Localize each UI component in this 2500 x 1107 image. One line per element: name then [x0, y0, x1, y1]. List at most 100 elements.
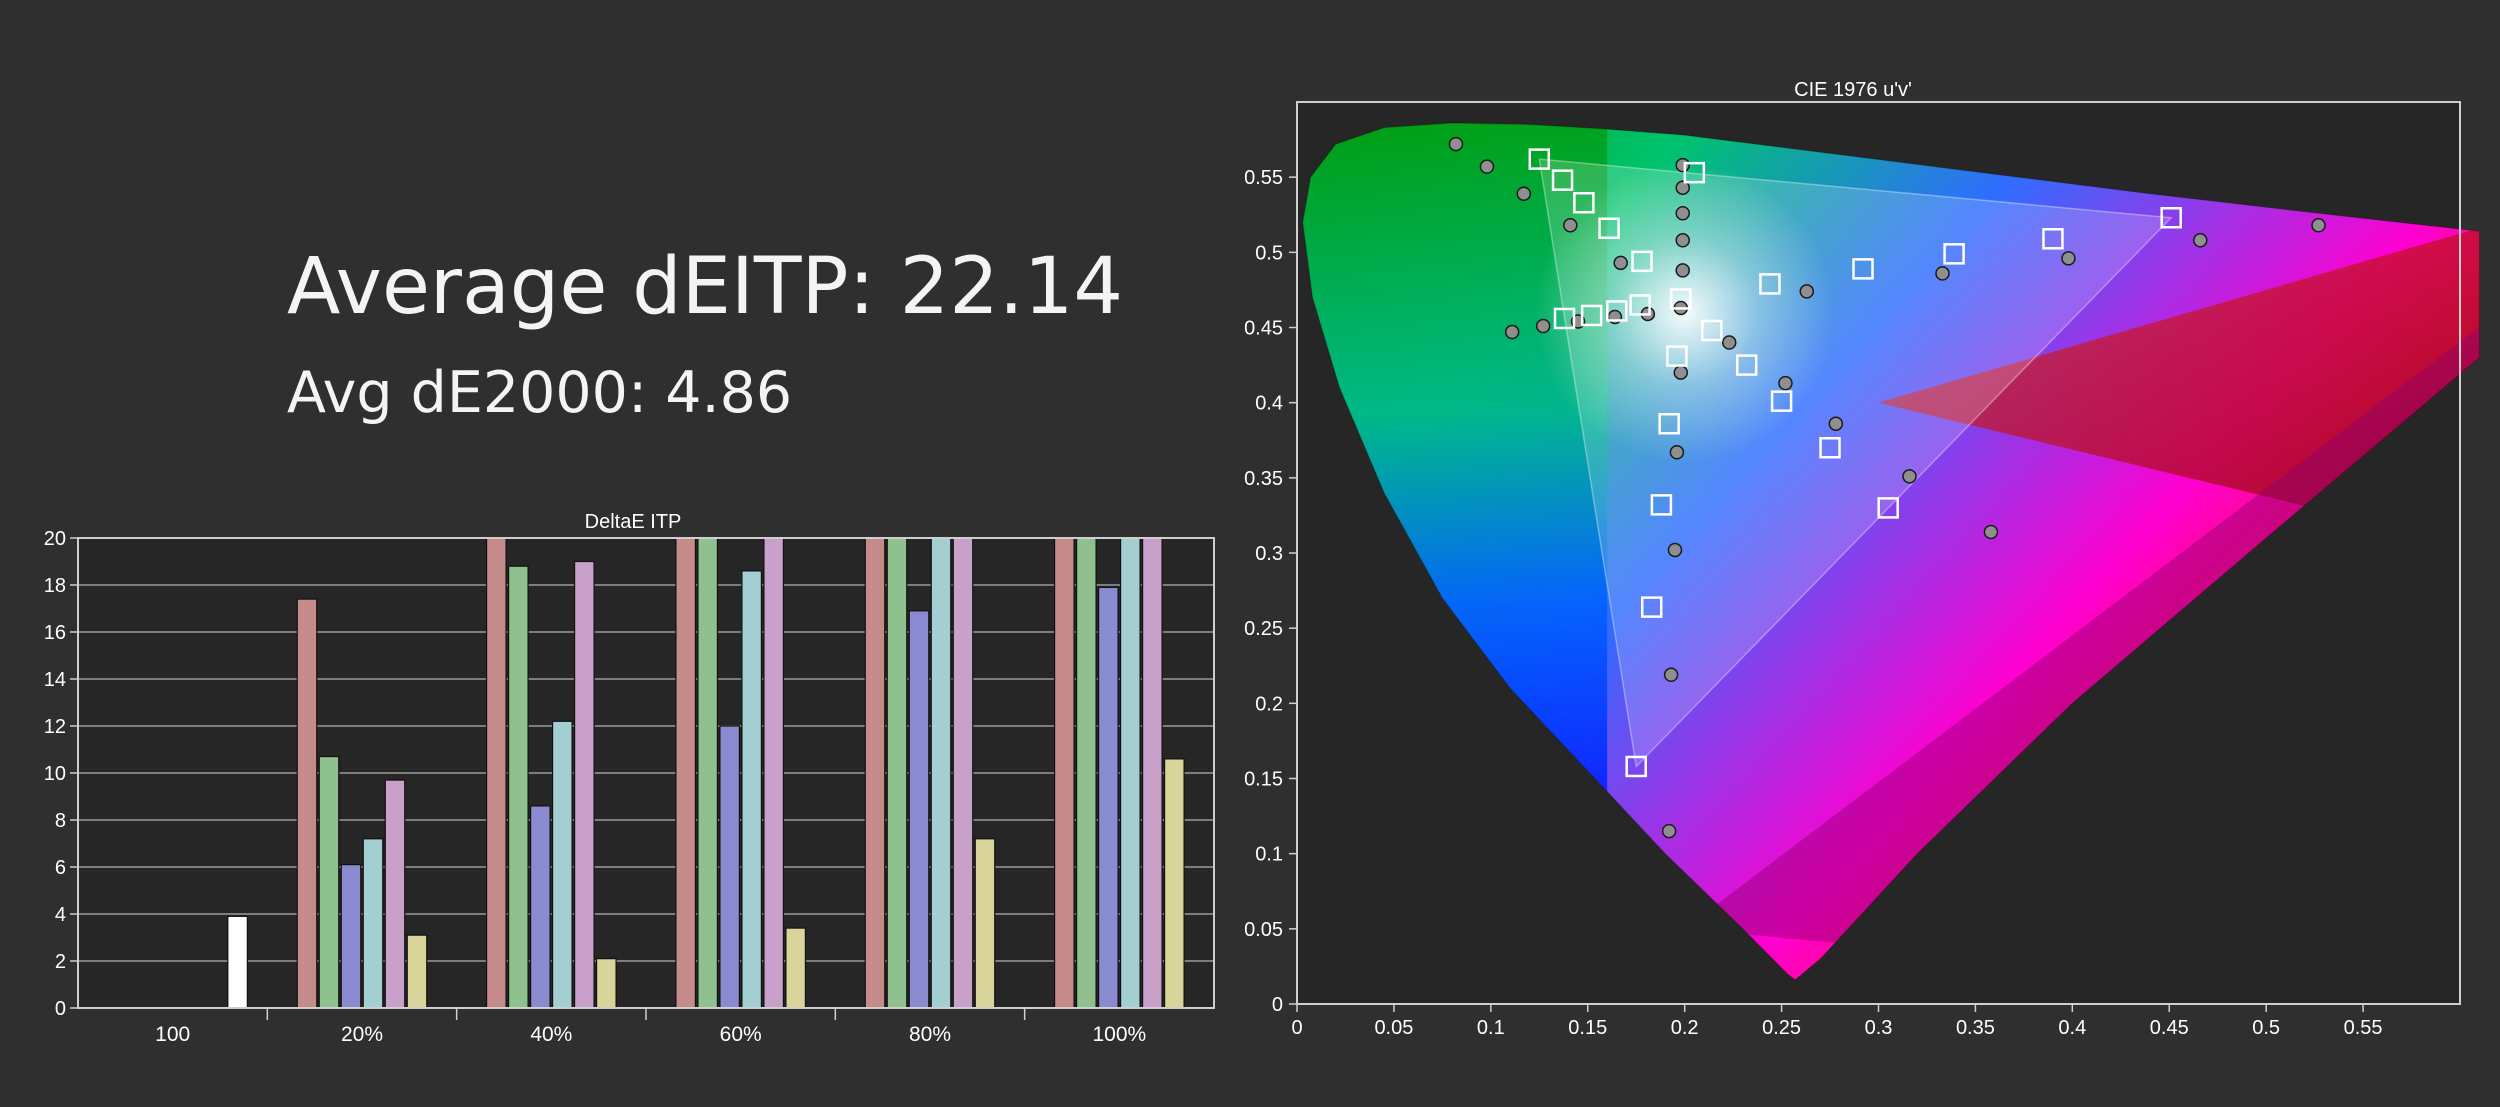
target-point [1852, 258, 1874, 280]
bar [908, 610, 930, 1009]
target-point [1573, 191, 1595, 214]
measured-point [1778, 375, 1793, 391]
bar [741, 570, 763, 1009]
bar [697, 537, 719, 1009]
target-point [1640, 596, 1663, 618]
bar-y-tick-label: 8 [55, 810, 66, 832]
measured-point [1673, 365, 1689, 380]
locus-fill [1302, 123, 2480, 980]
bar-y-tick-label: 18 [44, 575, 66, 597]
bar [1141, 537, 1163, 1009]
target-point [1943, 243, 1965, 265]
target-point [1819, 437, 1841, 459]
target-point [1650, 494, 1673, 516]
cie-x-tick-label: 0.3 [1865, 1017, 1893, 1039]
measured-point [2311, 218, 2326, 233]
cie-x-tick-labels: 0 0.05 0.1 0.15 0.2 0.25 0.3 0.35 0.4 0.45 0.5 0.55 [1291, 1004, 2383, 1039]
target-point [2042, 228, 2064, 250]
bar [595, 958, 617, 1009]
target-point [1683, 161, 1706, 184]
bar [384, 779, 406, 1009]
target-point [1580, 304, 1603, 327]
bar-x-tick-labels: 100 20% 40% 60% 80% 100% [155, 1023, 1146, 1046]
cie-x-tick-label: 0.4 [2058, 1017, 2086, 1039]
bar [675, 537, 697, 1009]
bar-y-tick-labels: 0 2 4 6 8 10 12 14 16 18 20 [44, 528, 66, 1020]
cie-y-tick-label: 0.5 [1255, 242, 1283, 264]
measured-point [2193, 233, 2208, 248]
target-point [1735, 354, 1758, 376]
cie-x-tick-label: 0.5 [2252, 1017, 2280, 1039]
measured-point [1675, 233, 1690, 248]
bar [763, 537, 785, 1009]
cie-y-tick-label: 0.2 [1255, 693, 1283, 715]
cie-x-tick-label: 0.05 [1374, 1017, 1413, 1039]
target-point [1625, 755, 1647, 778]
cie-y-tick-label: 0.25 [1244, 618, 1283, 640]
measured-point [1828, 416, 1844, 431]
bar-y-tick-label: 4 [55, 904, 66, 926]
target-point [1670, 288, 1692, 310]
bar-x-tick-label: 40% [530, 1023, 572, 1046]
gamut-triangle [1538, 158, 2173, 769]
cie-x-tick-label: 0.45 [2150, 1017, 2189, 1039]
measured-point [2061, 251, 2076, 266]
measured-point [1613, 255, 1628, 271]
bar-x-tick-label: 80% [909, 1023, 951, 1046]
bar-x-tick-label: 100 [155, 1023, 190, 1046]
bar [719, 725, 741, 1009]
cie-x-tick-label: 0.15 [1568, 1017, 1607, 1039]
bar-y-tick-label: 16 [44, 622, 66, 644]
cie-y-tick-label: 0.3 [1255, 543, 1283, 565]
bar [362, 838, 384, 1009]
measured-point [1504, 324, 1520, 340]
measured-point [1667, 542, 1683, 558]
cie-x-tick-label: 0.1 [1477, 1017, 1505, 1039]
target-point [1759, 273, 1781, 295]
bar [227, 915, 248, 1009]
measured-point [1902, 469, 1917, 484]
target-point [1598, 217, 1620, 240]
cie-x-tick-label: 0.25 [1762, 1017, 1801, 1039]
bar-y-tick-label: 6 [55, 857, 66, 879]
target-point [1551, 169, 1574, 191]
cie-x-tick-label: 0.2 [1671, 1017, 1699, 1039]
target-point [1701, 319, 1723, 342]
measured-point [1479, 159, 1495, 174]
measured-point [1663, 667, 1679, 683]
bar-x-tick-label: 60% [720, 1023, 762, 1046]
bar [573, 560, 595, 1009]
bar [930, 537, 952, 1009]
measured-point [1669, 445, 1685, 460]
measured-point [1675, 180, 1690, 195]
bar [1163, 758, 1185, 1009]
bar [1119, 537, 1141, 1009]
measured-point [1448, 136, 1464, 152]
bar-y-tick-label: 2 [55, 951, 66, 973]
target-point [1606, 300, 1628, 322]
bar [952, 537, 974, 1009]
bar-x-tick-label: 20% [341, 1023, 383, 1046]
bar [406, 934, 428, 1009]
bar [864, 537, 886, 1009]
bar-y-tick-label: 12 [44, 716, 66, 738]
measured-point [1516, 186, 1532, 201]
bar-y-tick-label: 10 [44, 763, 66, 785]
bar [1097, 586, 1119, 1009]
cie-y-tick-labels: 0 0.05 0.1 0.15 0.2 0.25 0.3 0.35 0.4 0.45 0.5 0.55 [1244, 167, 1297, 1016]
bar-y-tick-label: 0 [55, 998, 66, 1020]
cie-y-tick-label: 0 [1272, 994, 1283, 1016]
cie-y-tick-label: 0.45 [1244, 318, 1283, 340]
target-point [1553, 307, 1576, 330]
gamut-outline [1538, 158, 2173, 769]
bar [1075, 537, 1097, 1009]
measured-point [1675, 263, 1690, 278]
cie-x-tick-label: 0 [1291, 1017, 1302, 1039]
bar-chart-title: DeltaE ITP [585, 511, 682, 533]
average-deitp-readout: Average dEITP: 22.14 [287, 242, 1123, 332]
target-point [1629, 294, 1651, 316]
cie-y-tick-label: 0.1 [1255, 844, 1283, 866]
cie-x-tick-label: 0.35 [1956, 1017, 1995, 1039]
avg-de2000-readout: Avg dE2000: 4.86 [287, 360, 793, 426]
target-point [1658, 412, 1680, 435]
